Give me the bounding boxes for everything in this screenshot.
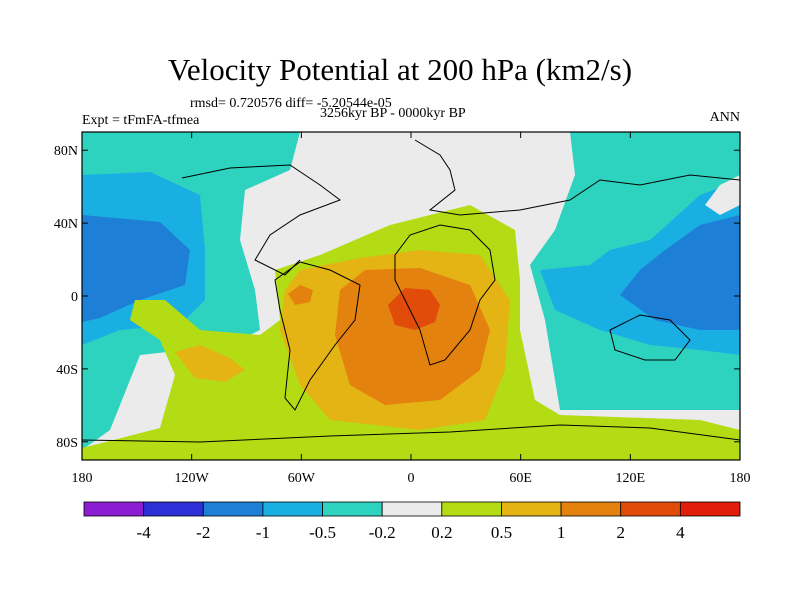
lat-tick-label: 40S (56, 363, 78, 378)
colorbar-label: -0.2 (369, 523, 396, 542)
lat-tick-label: 80S (56, 436, 78, 451)
period-label: 3256kyr BP - 0000kyr BP (320, 106, 466, 121)
colorbar-swatch (202, 501, 264, 517)
lat-tick-label: 80N (54, 144, 78, 159)
colorbar-label: 2 (616, 523, 625, 542)
lon-tick-label: 180 (730, 471, 751, 486)
colorbar-swatch (560, 501, 622, 517)
lon-tick-label: 60E (509, 471, 532, 486)
lat-tick-label: 0 (71, 290, 78, 305)
colorbar-label: 0.5 (491, 523, 512, 542)
colorbar-swatch (262, 501, 323, 517)
season-label: ANN (709, 110, 740, 125)
lon-tick-label: 120W (175, 471, 210, 486)
colorbar-label: 0.2 (431, 523, 452, 542)
lat-tick-label: 40N (54, 217, 78, 232)
contour-neg-arctic-east (705, 175, 740, 215)
colorbar-swatch (501, 501, 562, 517)
contour-neg-east-core (620, 215, 740, 330)
contour-neg-west-pacific-core (82, 215, 190, 322)
lon-tick-label: 120E (616, 471, 646, 486)
colorbar-swatch (322, 501, 383, 517)
colorbar-swatch (381, 501, 443, 517)
colorbar-swatch (441, 501, 502, 517)
colorbar-label: -4 (137, 523, 152, 542)
colorbar-swatch (620, 501, 681, 517)
plot-title: Velocity Potential at 200 hPa (km2/s) (167, 52, 633, 87)
stats-text: rmsd= 0.720576 diff= -5.20544e-05 (190, 96, 392, 111)
contour-pos-core (388, 288, 440, 330)
lon-tick-label: 60W (288, 471, 316, 486)
contour-pos-orange (335, 268, 490, 405)
colorbar-label: 4 (676, 523, 685, 542)
map-axes: 180 120W 60W 0 60E 120E 180 80N 40N 0 40S 80S (54, 132, 751, 486)
colorbar-swatch (679, 501, 741, 517)
experiment-label: Expt = tFmFA-tfmea (82, 113, 200, 128)
contour-field (82, 132, 740, 460)
lon-tick-label: 0 (408, 471, 415, 486)
colorbar-label: -1 (256, 523, 270, 542)
colorbar: -4 -2 -1 -0.5 -0.2 0.2 0.5 1 2 4 (83, 501, 741, 542)
colorbar-label: 1 (557, 523, 566, 542)
lon-tick-label: 180 (72, 471, 93, 486)
coastlines (82, 139, 740, 443)
colorbar-label: -0.5 (309, 523, 336, 542)
colorbar-swatch (143, 501, 204, 517)
contour-pos-gold-pacific (175, 345, 245, 382)
colorbar-label: -2 (196, 523, 210, 542)
contour-pos-orange-sa (288, 285, 313, 305)
colorbar-swatch (83, 501, 145, 517)
